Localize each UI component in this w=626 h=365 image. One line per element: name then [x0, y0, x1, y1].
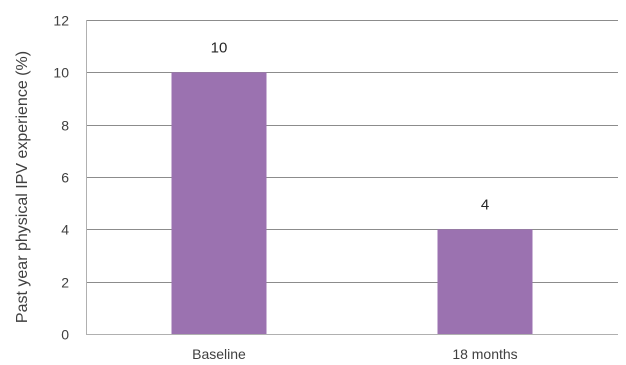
- data-labels: 10 4: [211, 39, 490, 213]
- x-tick-label: 18 months: [452, 346, 517, 362]
- y-tick-label: 6: [61, 170, 69, 186]
- y-tick-label: 12: [53, 13, 69, 29]
- gridlines: [86, 20, 618, 283]
- data-label: 4: [481, 196, 489, 213]
- y-tick-labels: 0 2 4 6 8 10 12: [53, 13, 69, 343]
- x-tick-label: Baseline: [192, 346, 246, 362]
- bar: [437, 229, 533, 334]
- x-tick-labels: Baseline 18 months: [192, 346, 518, 362]
- y-tick-label: 10: [53, 65, 69, 81]
- data-label: 10: [211, 39, 228, 56]
- y-tick-label: 0: [61, 327, 69, 343]
- y-tick-label: 2: [61, 275, 69, 291]
- y-tick-label: 4: [61, 222, 69, 238]
- bar: [171, 72, 267, 334]
- axes: [86, 20, 618, 335]
- y-tick-label: 8: [61, 118, 69, 134]
- bars: [171, 72, 533, 334]
- y-axis-title: Past year physical IPV experience (%): [14, 51, 31, 323]
